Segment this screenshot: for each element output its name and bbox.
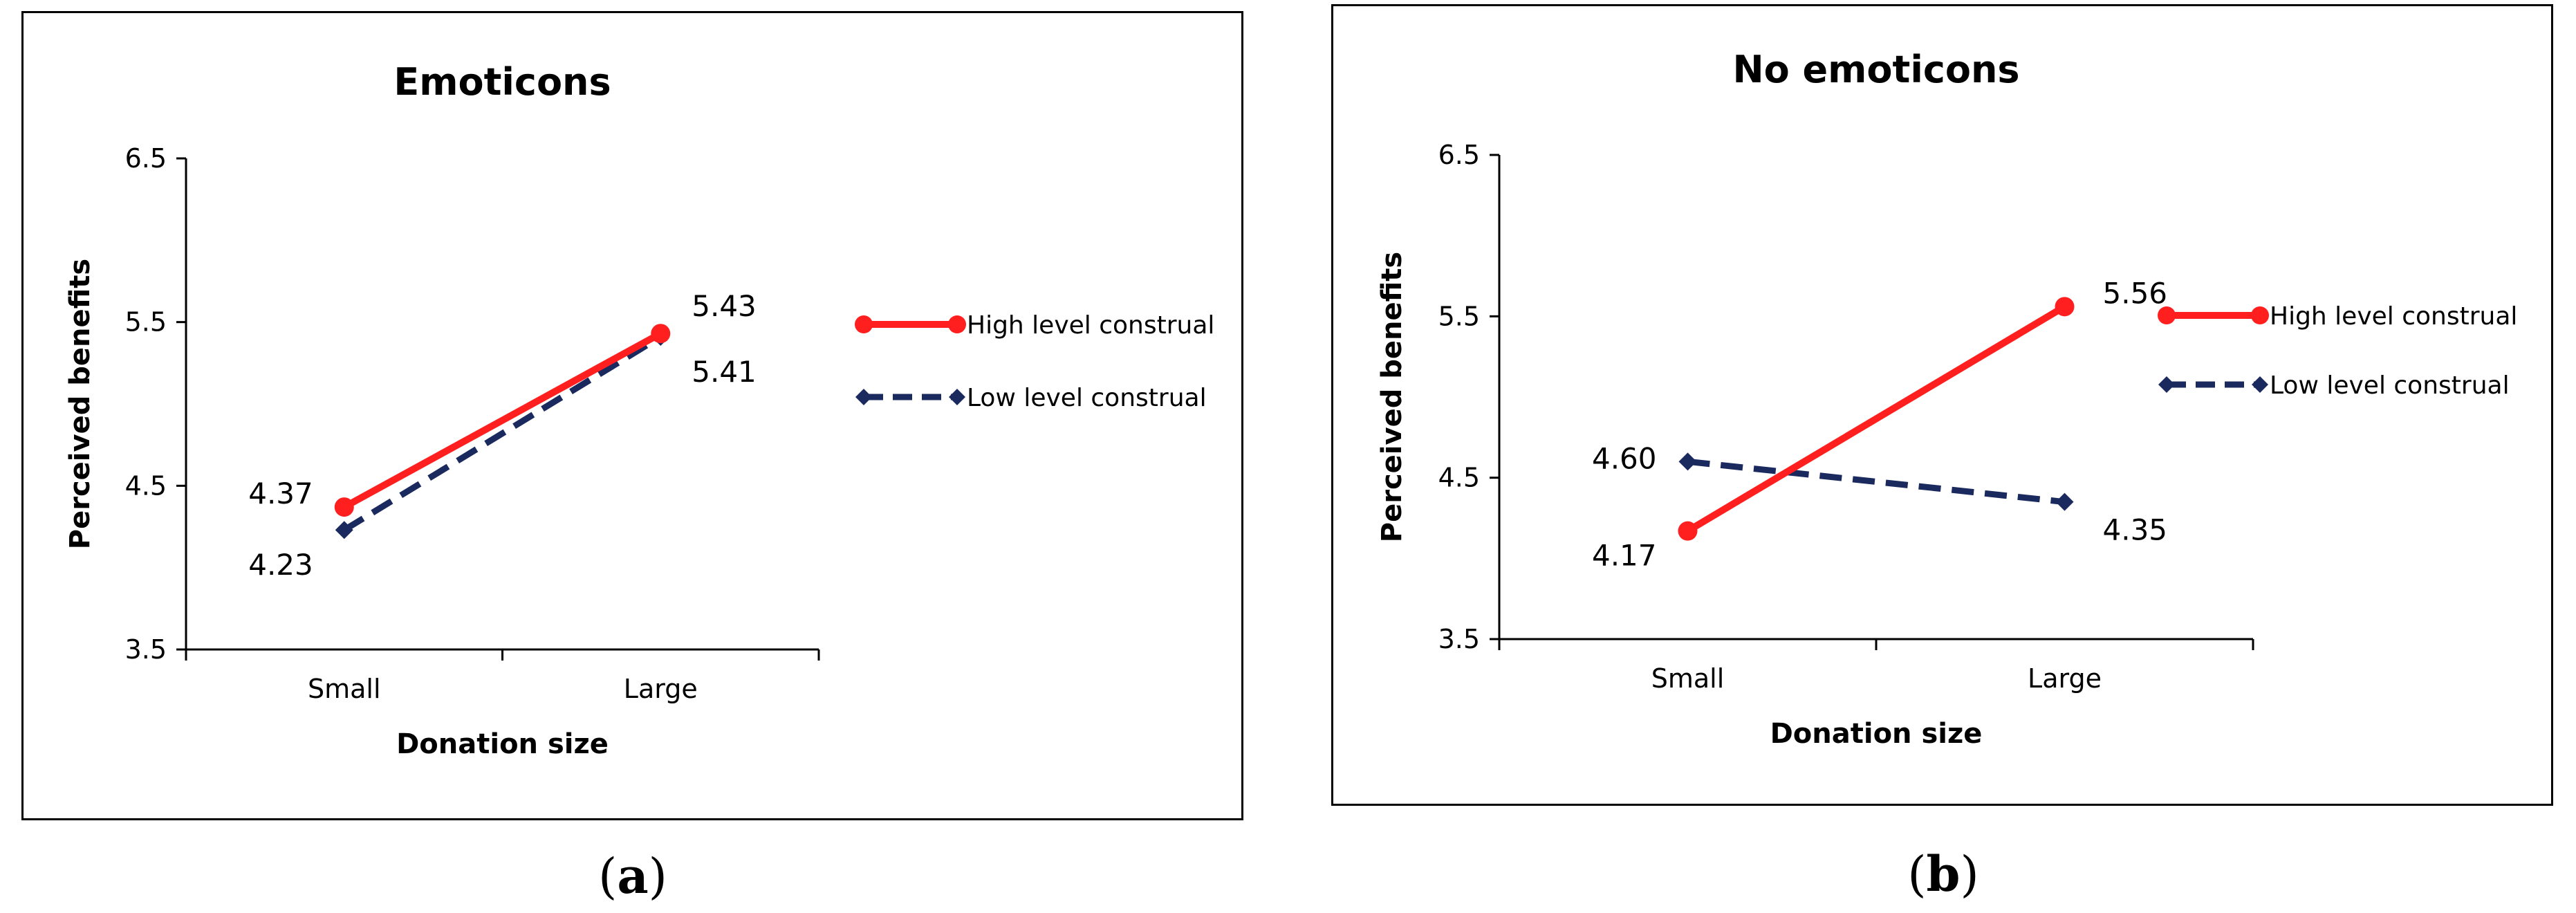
series-line (1687, 458, 2065, 506)
series-line (342, 330, 662, 510)
x-tick-label: Small (1651, 663, 1725, 694)
caption-a: (a) (598, 847, 667, 905)
legend-marker (2252, 376, 2268, 393)
data-point (335, 521, 353, 540)
x-tick-label: Large (624, 674, 698, 704)
data-point (1678, 452, 1697, 471)
legend-marker (855, 315, 873, 333)
data-label: 4.17 (1592, 539, 1657, 573)
legend-label: High level construal (967, 311, 1214, 340)
x-tick-label: Large (2028, 663, 2102, 694)
legend-marker (948, 315, 966, 333)
data-label: 4.23 (248, 548, 313, 582)
data-point (1678, 521, 1698, 541)
legend-label: High level construal (2270, 302, 2517, 331)
legend-label: Low level construal (967, 384, 1207, 412)
data-label: 4.60 (1592, 441, 1657, 475)
legend-marker (2158, 376, 2175, 393)
chart-no-emoticons: No emoticons 3.5 4.5 5.5 6.5 Small Large Donati… (1376, 48, 2517, 750)
data-label: 4.37 (248, 477, 313, 510)
series-line (342, 334, 662, 533)
data-point (334, 497, 354, 517)
y-tick-label: 4.5 (125, 470, 167, 501)
chart-panel-no-emoticons: No emoticons 3.5 4.5 5.5 6.5 Small Large Donati… (1331, 4, 2553, 806)
chart-title: Emoticons (393, 60, 611, 104)
x-tick-label: Small (308, 674, 381, 704)
legend-marker (2251, 306, 2269, 324)
chart-emoticons: Emoticons 3.5 4.5 5.5 6.5 Small Large Donation … (64, 60, 1214, 760)
chart-title: No emoticons (1732, 48, 2019, 91)
data-label: 5.43 (692, 289, 757, 323)
y-tick-label: 5.5 (1438, 301, 1480, 331)
y-tick-label: 4.5 (1438, 463, 1480, 493)
data-label: 5.56 (2103, 276, 2168, 310)
legend-label: Low level construal (2270, 371, 2510, 400)
y-axis-label: Perceived benefits (64, 259, 96, 549)
data-label: 5.41 (692, 355, 757, 389)
x-axis-label: Donation size (396, 728, 609, 760)
y-axis-label: Perceived benefits (1376, 252, 1408, 542)
legend-marker (2158, 306, 2176, 324)
data-label: 4.35 (2103, 513, 2168, 547)
data-point (651, 324, 671, 344)
y-tick-label: 5.5 (125, 307, 167, 338)
x-axis-label: Donation size (1770, 718, 1983, 750)
legend-marker (949, 389, 965, 405)
series-line (1685, 304, 2067, 534)
y-tick-label: 6.5 (125, 143, 167, 174)
caption-b: (b) (1907, 845, 1979, 903)
y-tick-label: 6.5 (1438, 140, 1480, 170)
y-tick-label: 3.5 (1438, 624, 1480, 654)
data-point (2055, 297, 2075, 317)
chart-panel-emoticons: Emoticons 3.5 4.5 5.5 6.5 Small Large Donation … (21, 11, 1243, 820)
y-tick-label: 3.5 (125, 634, 167, 665)
legend-marker (855, 389, 872, 405)
data-point (2055, 492, 2074, 511)
